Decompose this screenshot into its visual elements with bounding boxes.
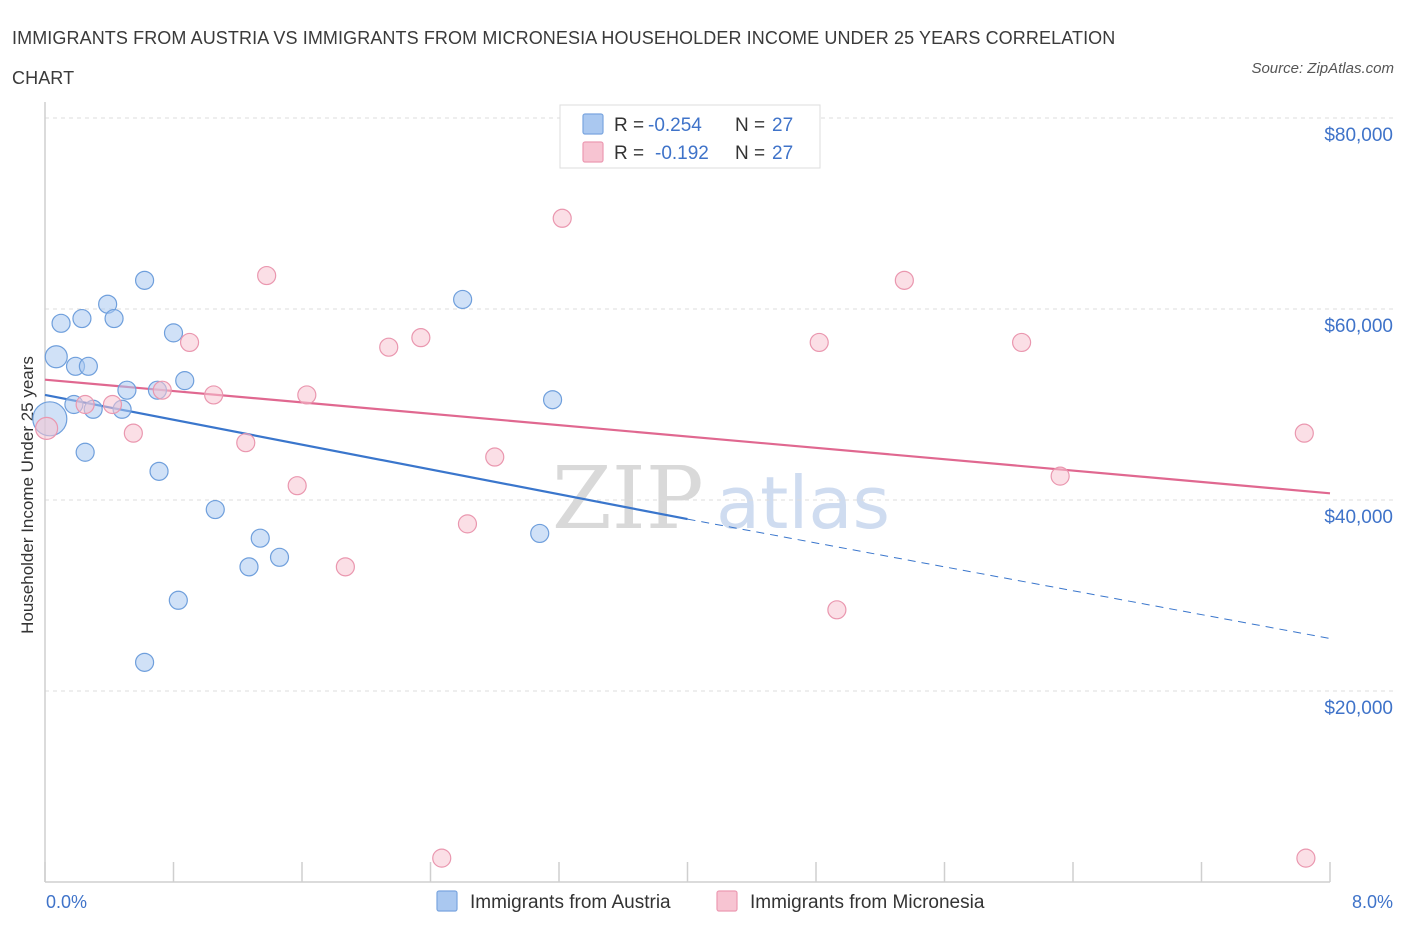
micronesia-point: [204, 385, 224, 405]
legend-r-label: R =: [614, 143, 644, 164]
austria-point: [163, 323, 184, 343]
austria-point: [239, 557, 259, 577]
data-points: [32, 146, 1316, 868]
micronesia-point: [894, 270, 914, 290]
austria-point: [269, 547, 290, 567]
legend-row-austria: R = -0.254 N = 27: [582, 113, 793, 136]
austria-point: [72, 308, 92, 329]
y-tick-label: $20,000: [1324, 698, 1393, 719]
austria-point: [453, 289, 473, 310]
watermark-zip: ZIP: [552, 449, 704, 549]
austria-point: [44, 345, 68, 369]
micronesia-point: [1296, 848, 1316, 868]
x-tick-label: 0.0%: [46, 892, 87, 912]
legend-n-value: 27: [772, 143, 793, 164]
gridlines: [45, 117, 1395, 692]
source-label: Source: ZipAtlas.com: [1251, 60, 1394, 77]
x-tick-label: 8.0%: [1352, 892, 1393, 912]
austria-point: [51, 313, 71, 333]
austria-point: [205, 499, 225, 520]
austria-point: [78, 356, 98, 376]
micronesia-point: [335, 557, 355, 577]
micronesia-point: [552, 208, 572, 228]
bottom-legend-label-micronesia: Immigrants from Micronesia: [750, 892, 985, 913]
watermark-atlas: atlas: [716, 461, 890, 545]
y-tick-label: $40,000: [1324, 507, 1393, 528]
austria-point: [250, 528, 270, 548]
micronesia-point: [152, 380, 172, 400]
austria-trend-line: [44, 393, 688, 521]
axes: [44, 102, 1331, 883]
bottom-legend-label-austria: Immigrants from Austria: [470, 892, 671, 913]
micronesia-trend-line: [44, 378, 1331, 495]
micronesia-point: [432, 848, 452, 868]
bottom-legend: Immigrants from Austria Immigrants from …: [436, 890, 985, 913]
y-tick-label: $80,000: [1324, 125, 1393, 146]
austria-point: [75, 442, 95, 462]
micronesia-point: [485, 447, 505, 467]
micronesia-point: [1050, 466, 1070, 486]
micronesia-point: [257, 265, 277, 286]
austria-point: [149, 461, 169, 481]
micronesia-point: [457, 514, 478, 534]
micronesia-point: [35, 416, 59, 440]
austria-point: [134, 270, 155, 290]
micronesia-point: [827, 600, 847, 620]
micronesia-point: [102, 394, 123, 415]
micronesia-point: [809, 332, 829, 353]
austria-point: [134, 652, 155, 672]
micronesia-point: [179, 332, 200, 353]
bottom-legend-swatch-micronesia: [716, 890, 738, 912]
micronesia-point: [287, 476, 307, 496]
micronesia-point: [411, 328, 431, 348]
micronesia-point: [236, 433, 256, 453]
micronesia-point: [123, 423, 143, 443]
austria-trend-extension: [687, 518, 1331, 639]
bottom-legend-swatch-austria: [436, 890, 458, 912]
legend-r-label: R =: [614, 115, 644, 136]
micronesia-point: [379, 337, 399, 357]
micronesia-point: [75, 394, 95, 415]
legend-swatch-micronesia: [582, 141, 604, 163]
legend-n-label: N =: [735, 143, 765, 164]
austria-point: [168, 590, 188, 610]
y-axis-label: Householder Income Under 25 years: [18, 356, 37, 634]
austria-point: [542, 390, 563, 410]
chart-title: IMMIGRANTS FROM AUSTRIA VS IMMIGRANTS FR…: [12, 28, 1116, 88]
legend-row-micronesia: R = -0.192 N = 27: [582, 141, 793, 164]
y-tick-labels: $20,000 $40,000 $60,000 $80,000: [1324, 125, 1393, 719]
trend-lines: [44, 378, 1331, 639]
legend-n-value: 27: [772, 115, 793, 136]
legend-n-label: N =: [735, 115, 765, 136]
austria-point: [175, 371, 195, 391]
y-tick-label: $60,000: [1324, 316, 1393, 337]
micronesia-point: [297, 385, 317, 405]
austria-point: [530, 523, 550, 544]
micronesia-point: [1294, 423, 1314, 443]
legend-r-value: -0.192: [655, 143, 709, 164]
legend-r-value: -0.254: [648, 115, 702, 136]
austria-point: [104, 308, 124, 329]
legend: R = -0.254 N = 27 R = -0.192 N = 27: [559, 104, 821, 169]
micronesia-point: [1011, 332, 1032, 353]
legend-swatch-austria: [582, 113, 604, 135]
x-tick-labels: 0.0% 8.0%: [46, 892, 1393, 912]
austria-point: [117, 380, 137, 400]
